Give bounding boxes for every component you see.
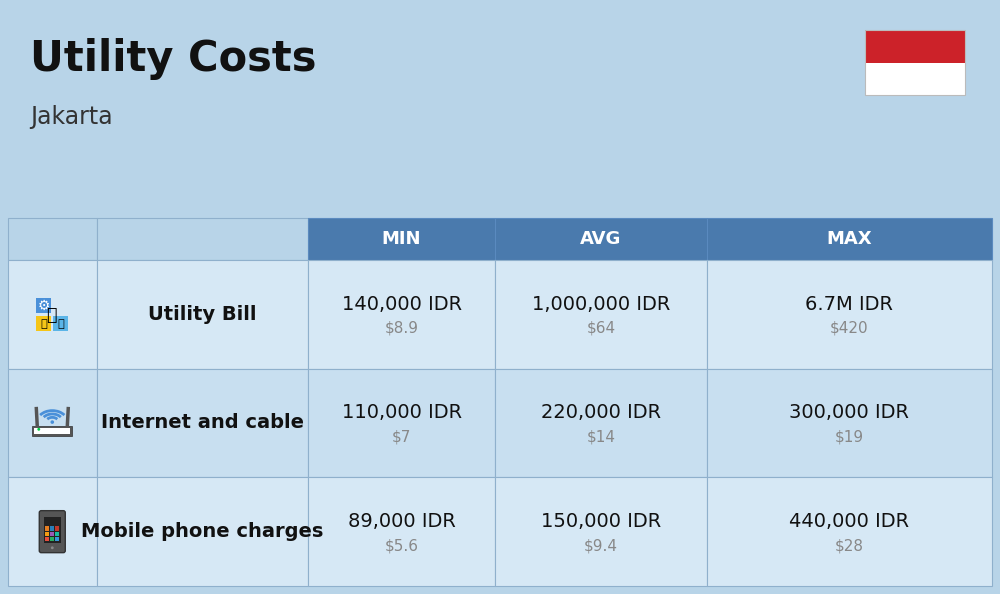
Bar	[55, 537, 59, 541]
Bar	[32, 426, 72, 435]
Text: 140,000 IDR: 140,000 IDR	[342, 295, 462, 314]
Bar	[865, 62, 965, 95]
Text: MAX: MAX	[827, 230, 872, 248]
Bar	[308, 218, 495, 260]
Text: MIN: MIN	[382, 230, 421, 248]
Bar	[97, 478, 308, 586]
Circle shape	[37, 428, 40, 431]
Text: 440,000 IDR: 440,000 IDR	[789, 512, 909, 531]
Bar	[865, 30, 965, 95]
Text: 220,000 IDR: 220,000 IDR	[541, 403, 661, 422]
Bar	[44, 517, 61, 544]
Bar	[495, 369, 707, 478]
Bar	[53, 316, 68, 331]
Bar	[50, 537, 54, 541]
Text: Utility Bill: Utility Bill	[148, 305, 257, 324]
Bar	[707, 369, 992, 478]
Text: 🔌: 🔌	[40, 319, 47, 328]
Bar	[707, 478, 992, 586]
Bar	[45, 537, 49, 541]
Bar	[865, 30, 965, 62]
Bar	[97, 218, 308, 260]
Text: Internet and cable: Internet and cable	[101, 413, 304, 432]
Bar	[97, 260, 308, 369]
Bar	[308, 478, 495, 586]
Text: 6.7M IDR: 6.7M IDR	[805, 295, 893, 314]
Text: Mobile phone charges: Mobile phone charges	[81, 522, 324, 541]
Text: $64: $64	[586, 321, 615, 336]
Text: $420: $420	[830, 321, 869, 336]
Bar	[50, 532, 54, 536]
Bar	[8, 260, 97, 369]
Bar	[308, 260, 495, 369]
Bar	[707, 260, 992, 369]
Text: $9.4: $9.4	[584, 538, 618, 553]
Bar	[50, 526, 54, 531]
Bar	[55, 526, 59, 531]
Bar	[495, 260, 707, 369]
Bar	[55, 532, 59, 536]
Text: Jakarta: Jakarta	[30, 105, 113, 129]
Text: $14: $14	[586, 429, 615, 444]
Bar	[495, 478, 707, 586]
Bar	[308, 369, 495, 478]
Text: 💧: 💧	[57, 319, 64, 328]
Circle shape	[50, 421, 54, 424]
Text: 110,000 IDR: 110,000 IDR	[342, 403, 462, 422]
Text: $5.6: $5.6	[385, 538, 419, 553]
Bar	[34, 428, 70, 434]
Bar	[8, 369, 97, 478]
Text: $8.9: $8.9	[385, 321, 419, 336]
Text: Utility Costs: Utility Costs	[30, 38, 316, 80]
Bar	[45, 526, 49, 531]
Bar	[707, 218, 992, 260]
Text: 300,000 IDR: 300,000 IDR	[789, 403, 909, 422]
Text: 1,000,000 IDR: 1,000,000 IDR	[532, 295, 670, 314]
Bar	[36, 316, 51, 331]
Text: $19: $19	[835, 429, 864, 444]
Text: AVG: AVG	[580, 230, 622, 248]
Text: 150,000 IDR: 150,000 IDR	[541, 512, 661, 531]
Text: 89,000 IDR: 89,000 IDR	[348, 512, 456, 531]
Circle shape	[51, 546, 54, 549]
Text: ⚙: ⚙	[38, 299, 50, 313]
Bar	[495, 218, 707, 260]
Bar	[45, 532, 49, 536]
Text: $7: $7	[392, 429, 411, 444]
Bar	[8, 218, 97, 260]
Text: $28: $28	[835, 538, 864, 553]
Bar	[97, 369, 308, 478]
Bar	[36, 298, 51, 314]
FancyBboxPatch shape	[39, 511, 65, 552]
Text: 👤: 👤	[46, 307, 57, 324]
Bar	[8, 478, 97, 586]
